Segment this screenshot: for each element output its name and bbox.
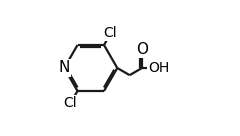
Text: OH: OH — [148, 61, 169, 75]
Text: Cl: Cl — [103, 26, 117, 40]
Text: Cl: Cl — [63, 96, 77, 110]
Text: O: O — [136, 42, 148, 57]
Text: N: N — [59, 61, 70, 75]
